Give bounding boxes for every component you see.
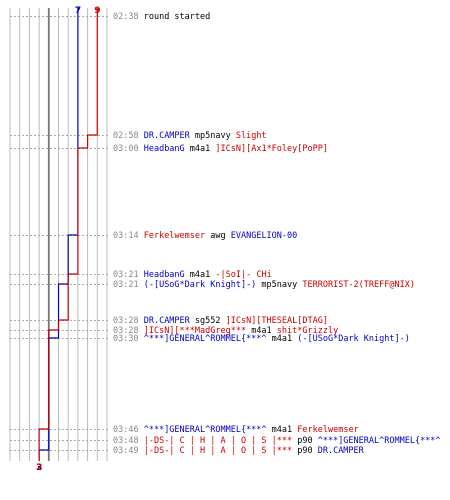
player-name: ]ICsN][THESEAL[DTAG] xyxy=(226,316,328,326)
red-start-count: 9 xyxy=(94,6,100,16)
player-name: DR.CAMPER xyxy=(144,131,191,141)
event-line: 03:21 HeadbanG m4a1 -|SoI|- CHi xyxy=(113,270,272,280)
player-name: HeadbanG xyxy=(144,270,185,280)
event-time: 03:28 xyxy=(113,316,144,326)
player-name: DR.CAMPER xyxy=(318,446,365,456)
player-name: Ferkelwemser xyxy=(144,231,205,241)
event-action: mp5navy xyxy=(190,131,236,141)
player-name: |-DS-| C | H | A | O | S |*** xyxy=(144,436,292,446)
event-line: 03:14 Ferkelwemser awg EVANGELION-00 xyxy=(113,231,297,241)
event-action: awg xyxy=(205,231,231,241)
event-time: 03:21 xyxy=(113,280,144,290)
player-name: -|SoI|- CHi xyxy=(215,270,271,280)
event-guides xyxy=(10,16,110,451)
event-action: m4a1 xyxy=(185,144,216,154)
event-line: 03:48 |-DS-| C | H | A | O | S |*** p90 … xyxy=(113,436,441,446)
player-name: (-[USoG*Dark Knight]-) xyxy=(144,280,257,290)
event-log: 02:38 round started 02:58 DR.CAMPER mp5na… xyxy=(113,12,441,456)
event-action: m4a1 xyxy=(267,425,298,435)
event-line: 03:46 ^***]GENERAL^ROMMEL{***^ m4a1 Ferk… xyxy=(113,425,359,435)
event-line: 03:21 (-[USoG*Dark Knight]-) mp5navy TER… xyxy=(113,280,415,290)
event-time: 03:21 xyxy=(113,270,144,280)
player-name: Slight xyxy=(236,131,267,141)
player-name: Ferkelwemser xyxy=(297,425,358,435)
event-time: 03:30 xyxy=(113,334,144,344)
event-action: m4a1 xyxy=(246,326,277,336)
player-name: ^***]GENERAL^ROMMEL{***^ xyxy=(318,436,441,446)
player-name: ^***]GENERAL^ROMMEL{***^ xyxy=(144,334,267,344)
event-line: 02:58 DR.CAMPER mp5navy Slight xyxy=(113,131,267,141)
team-lines xyxy=(38,8,98,461)
player-name: EVANGELION-00 xyxy=(231,231,298,241)
event-line: 03:49 |-DS-| C | H | A | O | S |*** p90 … xyxy=(113,446,365,456)
event-action: p90 xyxy=(292,436,318,446)
red-end-count: 2 xyxy=(36,463,42,473)
event-time: 02:58 xyxy=(113,131,144,141)
event-line: 03:30 ^***]GENERAL^ROMMEL{***^ m4a1 (-[U… xyxy=(113,334,410,344)
event-action: mp5navy xyxy=(256,280,302,290)
event-time: 02:38 xyxy=(113,12,144,22)
event-action: m4a1 xyxy=(267,334,298,344)
event-line: 03:28 DR.CAMPER sg552 ]ICsN][THESEAL[DTA… xyxy=(113,316,328,326)
player-name: shit*Grizzly xyxy=(277,326,338,336)
event-action: round started xyxy=(144,12,211,22)
player-name: (-[USoG*Dark Knight]-) xyxy=(297,334,410,344)
blue-start-count: 7 xyxy=(75,6,81,16)
count-labels: 7 3 9 2 xyxy=(36,6,100,473)
event-action: p90 xyxy=(292,446,318,456)
event-time: 03:49 xyxy=(113,446,144,456)
player-name: ]ICsN][***MadGreg*** xyxy=(144,326,246,336)
event-time: 03:48 xyxy=(113,436,144,446)
event-time: 03:14 xyxy=(113,231,144,241)
event-line: 03:00 HeadbanG m4a1 ]ICsN][Ax1*Foley[PoP… xyxy=(113,144,328,154)
event-line: 03:28 ]ICsN][***MadGreg*** m4a1 shit*Gri… xyxy=(113,326,338,336)
event-action: sg552 xyxy=(190,316,226,326)
event-line: 02:38 round started xyxy=(113,12,210,22)
event-time: 03:00 xyxy=(113,144,144,154)
blue-end-count: 3 xyxy=(36,463,42,473)
event-action: m4a1 xyxy=(185,270,216,280)
event-time: 03:28 xyxy=(113,326,144,336)
player-name: DR.CAMPER xyxy=(144,316,191,326)
event-time: 03:46 xyxy=(113,425,144,435)
player-name: HeadbanG xyxy=(144,144,185,154)
red-team-line xyxy=(38,8,98,461)
player-name: ^***]GENERAL^ROMMEL{***^ xyxy=(144,425,267,435)
player-name: TERRORIST-2(TREFF@NIX) xyxy=(302,280,415,290)
player-name: ]ICsN][Ax1*Foley[PoPP] xyxy=(215,144,328,154)
player-name: |-DS-| C | H | A | O | S |*** xyxy=(144,446,292,456)
player-count-grid xyxy=(9,8,108,461)
